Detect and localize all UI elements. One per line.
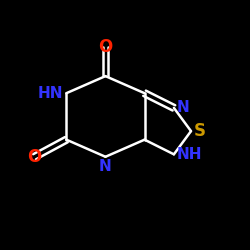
Text: O: O bbox=[28, 148, 42, 166]
Text: N: N bbox=[176, 100, 189, 116]
Text: NH: NH bbox=[176, 147, 202, 162]
Text: HN: HN bbox=[37, 86, 63, 101]
Text: N: N bbox=[99, 159, 112, 174]
Text: O: O bbox=[98, 38, 112, 56]
Text: S: S bbox=[194, 122, 205, 140]
